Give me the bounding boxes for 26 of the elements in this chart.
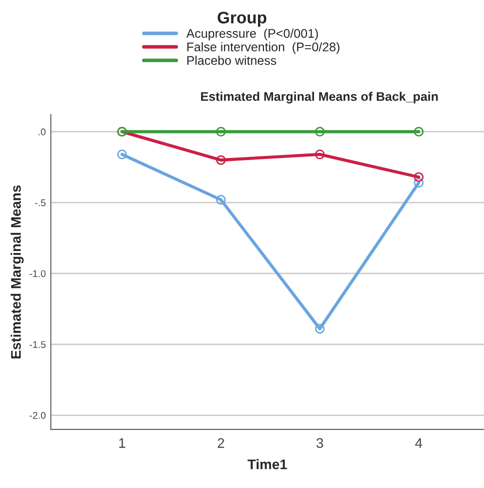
point	[216, 194, 226, 205]
y-tick-label: -1.5	[30, 341, 46, 348]
legend-label: Acupressure (P<0/001)	[186, 28, 318, 40]
y-tick-label: -2.0	[30, 412, 46, 419]
chart-title: Estimated Marginal Means of Back_pain	[201, 92, 438, 104]
y-axis-title: Estimated Marginal Means	[10, 185, 24, 358]
point	[314, 324, 325, 334]
legend-title: Group	[218, 12, 266, 27]
y-tick-label: .0	[38, 128, 46, 136]
point	[314, 150, 325, 160]
point	[216, 155, 226, 165]
point	[414, 178, 424, 188]
x-tick-label: 1	[119, 438, 126, 448]
legend-label: False intervention (P=0/28)	[187, 42, 340, 54]
x-tick-label: 3	[316, 438, 324, 448]
point	[216, 126, 226, 137]
y-tick-label: -1.0	[30, 270, 46, 278]
x-tick-label: 2	[218, 438, 224, 448]
x-tick-label: 4	[415, 438, 422, 448]
point	[414, 126, 424, 137]
point	[414, 172, 424, 182]
legend-label: Placebo witness	[187, 56, 276, 65]
x-axis-title: Time1	[248, 459, 287, 470]
point	[117, 150, 127, 160]
y-tick-label: -.5	[35, 199, 46, 206]
point	[314, 126, 325, 137]
